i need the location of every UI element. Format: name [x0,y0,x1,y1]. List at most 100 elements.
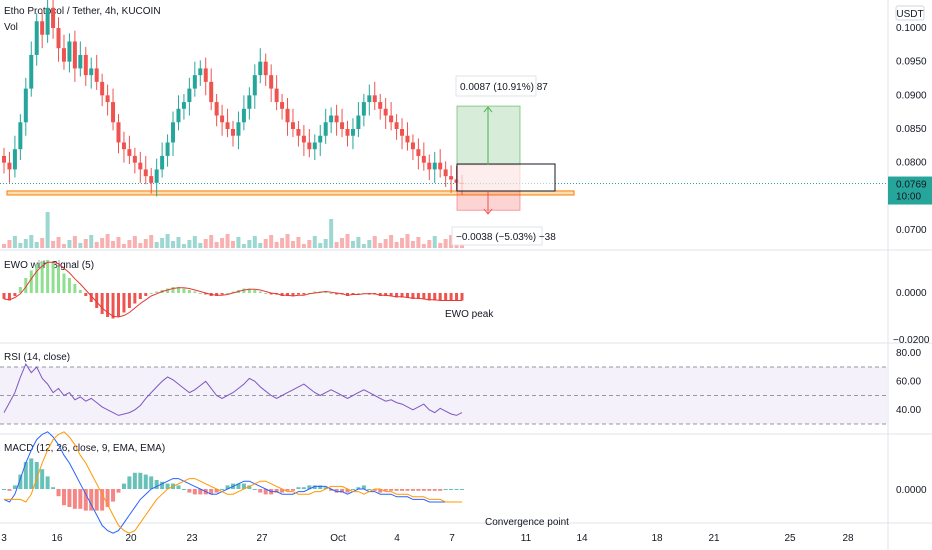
volume-bar [165,234,170,248]
candle-body[interactable] [214,102,219,116]
candle-body[interactable] [389,115,394,123]
candle-body[interactable] [111,102,116,123]
rsi-tick: 60.00 [896,376,921,387]
support-zone[interactable] [6,190,575,196]
candle-body[interactable] [421,155,426,163]
candle-body[interactable] [56,28,61,49]
candle-body[interactable] [23,88,28,123]
last-price-tag [888,176,932,205]
candle-body[interactable] [18,122,23,150]
candle-body[interactable] [323,122,328,136]
ewo-bar [231,291,235,293]
candle-body[interactable] [356,115,361,129]
candle-body[interactable] [100,81,105,96]
candle-body[interactable] [252,75,257,96]
volume-bar [121,244,126,248]
candle-body[interactable] [345,129,350,136]
candle-body[interactable] [231,129,235,136]
candle-body[interactable] [350,129,355,136]
currency-badge[interactable] [895,5,925,21]
candle-body[interactable] [280,102,285,109]
candle-body[interactable] [94,68,99,82]
candle-body[interactable] [274,88,279,103]
candle-body[interactable] [61,48,66,62]
candle-body[interactable] [236,122,241,136]
candle-body[interactable] [149,176,154,183]
candle-body[interactable] [209,81,214,103]
macd-histogram-bar [209,489,214,495]
candle-body[interactable] [220,115,225,123]
candle-body[interactable] [127,149,132,156]
candle-body[interactable] [143,169,148,177]
candle-body[interactable] [432,162,437,170]
candle-body[interactable] [51,7,56,29]
candle-body[interactable] [34,21,39,55]
candle-body[interactable] [2,155,6,163]
candle-body[interactable] [410,142,415,150]
candle-body[interactable] [378,102,383,109]
candle-body[interactable] [67,41,72,62]
macd-title: MACD (12, 26, close, 9, EMA, EMA) [4,443,166,454]
candle-body[interactable] [181,102,186,109]
candle-body[interactable] [7,162,12,170]
candle-body[interactable] [116,122,121,143]
candle-body[interactable] [29,54,34,89]
candle-body[interactable] [83,54,88,76]
candle-body[interactable] [241,108,246,123]
candle-body[interactable] [105,95,110,103]
candle-body[interactable] [138,162,143,170]
candle-body[interactable] [438,162,443,170]
candle-body[interactable] [203,68,208,82]
candle-body[interactable] [269,75,274,89]
candle-body[interactable] [263,61,268,76]
candle-body[interactable] [40,21,45,35]
candle-body[interactable] [225,122,230,129]
candle-body[interactable] [296,129,301,136]
candle-body[interactable] [443,169,448,177]
entry-box[interactable] [456,163,556,192]
candle-body[interactable] [405,135,410,143]
candle-body[interactable] [121,142,126,150]
candle-body[interactable] [312,142,317,150]
candle-body[interactable] [187,88,192,103]
ewo-bar [280,293,284,296]
candle-body[interactable] [160,155,165,170]
candle-body[interactable] [301,135,306,143]
candle-body[interactable] [361,102,366,116]
candle-body[interactable] [318,135,323,143]
candle-body[interactable] [132,155,137,163]
candle-body[interactable] [383,108,388,116]
candle-body[interactable] [171,122,176,143]
candle-body[interactable] [290,122,295,129]
ewo-bar [35,264,39,293]
candle-body[interactable] [449,176,454,180]
candle-body[interactable] [258,61,263,76]
candle-body[interactable] [154,169,159,183]
candle-body[interactable] [192,75,197,89]
candle-body[interactable] [372,95,377,103]
candle-body[interactable] [340,122,345,129]
ewo-bar [89,293,93,302]
candle-body[interactable] [334,115,339,123]
macd-histogram-bar [334,489,339,493]
candle-body[interactable] [45,7,50,35]
candle-body[interactable] [329,115,334,123]
convergence-annotation: Convergence point [485,517,569,528]
candle-body[interactable] [89,68,94,76]
candle-body[interactable] [427,162,432,170]
candle-body[interactable] [394,122,399,129]
candle-body[interactable] [78,54,83,69]
candle-body[interactable] [416,149,421,156]
candle-body[interactable] [198,68,203,76]
candle-body[interactable] [247,95,252,109]
volume-bar [247,240,252,248]
candle-body[interactable] [400,129,405,136]
candle-body[interactable] [367,95,372,103]
candle-body[interactable] [307,142,312,150]
candle-body[interactable] [176,108,181,123]
candle-body[interactable] [72,41,77,69]
candle-body[interactable] [285,108,290,123]
candle-body[interactable] [12,149,17,170]
candle-body[interactable] [165,142,170,156]
